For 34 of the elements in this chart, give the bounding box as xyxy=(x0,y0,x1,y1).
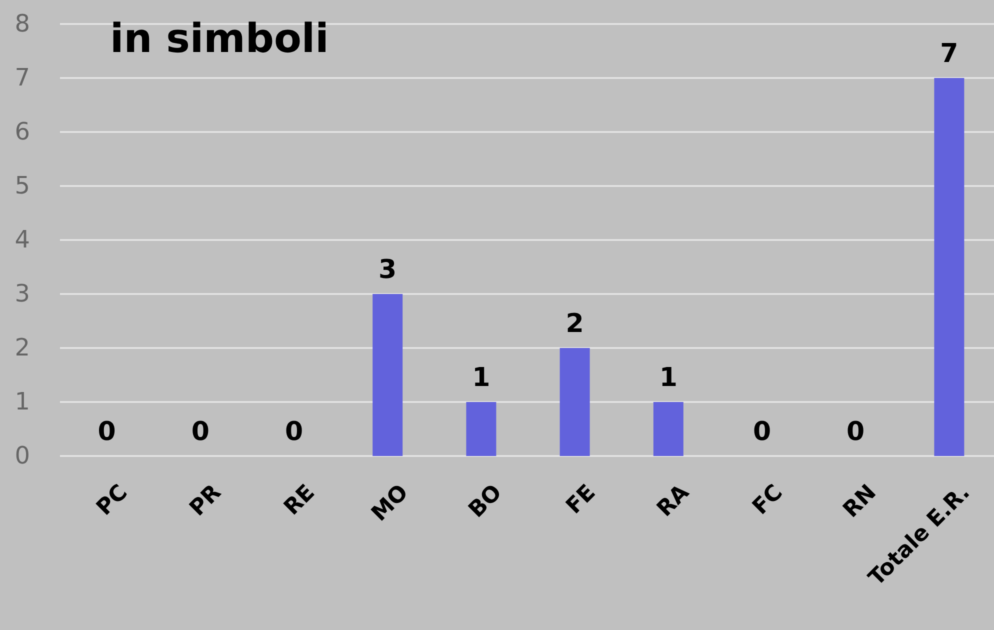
bar xyxy=(560,348,590,456)
x-tick-label: FC xyxy=(748,480,788,520)
data-label: 1 xyxy=(472,363,490,393)
bar xyxy=(372,294,403,456)
y-tick-label: 8 xyxy=(14,10,30,38)
data-label: 0 xyxy=(191,417,210,447)
data-label: 7 xyxy=(940,39,958,69)
x-tick-label: RE xyxy=(280,480,320,520)
y-tick-label: 1 xyxy=(14,388,30,416)
data-label: 0 xyxy=(752,417,772,447)
y-tick-label: 7 xyxy=(14,64,30,92)
x-tick-label: MO xyxy=(367,480,414,527)
x-tick-label: PC xyxy=(92,480,133,521)
y-tick-label: 3 xyxy=(14,280,30,308)
data-label: 0 xyxy=(284,417,304,447)
y-tick-label: 0 xyxy=(14,442,30,470)
x-tick-label: BO xyxy=(464,480,508,523)
x-tick-label: PR xyxy=(185,480,226,522)
y-tick-label: 2 xyxy=(14,334,30,362)
x-tick-label: FE xyxy=(562,480,601,520)
y-tick-label: 6 xyxy=(14,118,30,146)
bar xyxy=(653,402,684,456)
bar xyxy=(934,78,964,456)
data-label: 0 xyxy=(98,417,116,447)
bar xyxy=(466,402,496,456)
data-label: 2 xyxy=(566,309,584,339)
y-tick-label: 4 xyxy=(14,226,30,254)
y-tick-label: 5 xyxy=(14,172,30,200)
x-tick-label: RN xyxy=(838,480,882,523)
data-label: 0 xyxy=(846,417,865,447)
chart-title: in simboli xyxy=(110,16,329,62)
data-label: 1 xyxy=(659,363,678,393)
data-label: 3 xyxy=(378,255,397,285)
x-tick-label: RA xyxy=(652,480,694,522)
